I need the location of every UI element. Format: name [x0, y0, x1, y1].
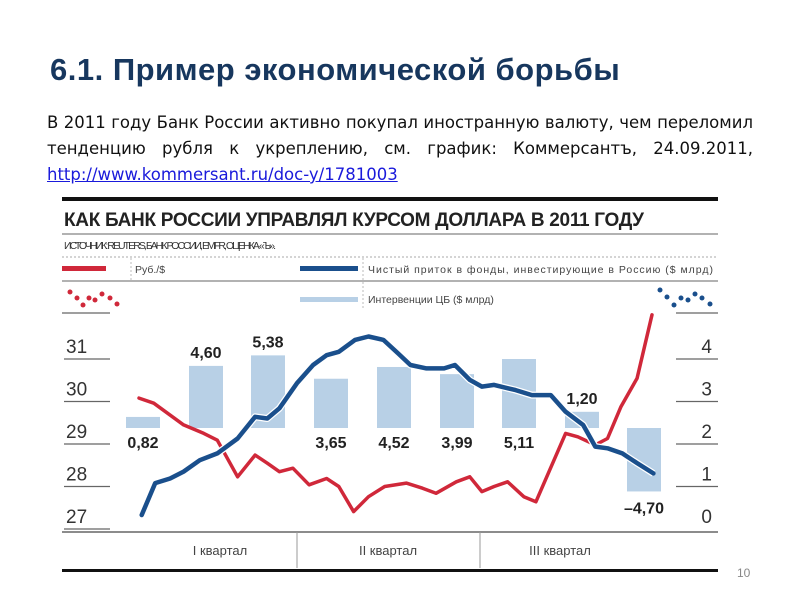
series-rub-line: [137, 313, 654, 514]
legend-bars-label: Интервенции ЦБ ($ млрд): [368, 294, 494, 306]
source-link[interactable]: http://www.kommersant.ru/doc-y/1781003: [47, 165, 398, 184]
rub-dots-icon: [114, 301, 120, 307]
inflow-dots-icon: [678, 295, 684, 301]
left-axis-tick-label: 28: [66, 465, 87, 486]
right-axis-tick-label: 3: [701, 380, 712, 401]
rub-dots-icon: [67, 289, 73, 295]
legend-rub-swatch: [62, 266, 106, 271]
slide-title: 6.1. Пример экономической борьбы: [50, 52, 621, 87]
right-axis-tick-label: 2: [701, 422, 712, 443]
bar-value-label: 3,99: [441, 435, 472, 452]
inflow-dots-icon: [692, 291, 698, 297]
legend-inflow-swatch: [300, 266, 358, 271]
rub-dots-icon: [92, 297, 98, 303]
bar-value-label: 4,60: [190, 345, 221, 362]
legend-inflow-label: Чистый приток в фонды, инвестирующие в Р…: [368, 264, 713, 276]
slide-text: В 2011 году Банк России активно покупал …: [47, 110, 753, 188]
left-axis-tick-label: 29: [66, 422, 87, 443]
right-axis-tick-label: 4: [701, 337, 712, 358]
intervention-bar: [440, 374, 474, 428]
right-axis-tick-label: 0: [701, 507, 712, 528]
inflow-dots-icon: [685, 297, 691, 303]
rub-dots-icon: [80, 302, 86, 308]
inflow-dots-icon: [671, 302, 677, 308]
bar-value-label: 3,65: [315, 435, 346, 452]
intervention-bar: [377, 366, 411, 428]
legend-bars-swatch: [300, 297, 358, 302]
slide-text-body: В 2011 году Банк России активно покупал …: [47, 113, 753, 158]
chart-title: КАК БАНК РОССИИ УПРАВЛЯЛ КУРСОМ ДОЛЛАРА …: [64, 210, 644, 231]
rub-dots-icon: [86, 295, 92, 301]
bar-value-label: 0,82: [127, 435, 158, 452]
rub-dots-icon: [107, 295, 113, 301]
inflow-dots-icon: [707, 301, 713, 307]
series-inflow-line: [139, 334, 656, 518]
intervention-bar: [126, 416, 160, 428]
inflow-dots-icon: [699, 295, 705, 301]
bar-value-label: –4,70: [624, 500, 664, 517]
right-axis-tick-label: 1: [701, 465, 712, 486]
rub-dots-icon: [74, 295, 80, 301]
legend-rub-label: Руб./$: [135, 264, 165, 276]
quarter-label: I квартал: [193, 543, 247, 558]
left-axis-tick-label: 31: [66, 337, 87, 358]
left-axis-tick-label: 27: [66, 507, 87, 528]
quarter-label: II квартал: [359, 543, 417, 558]
page-number: 10: [737, 566, 751, 580]
bottom-rule: [62, 569, 718, 572]
chart-source: ИСТОЧНИК: REUTERS, БАНК РОССИИ, EMFR, ОЦ…: [64, 240, 276, 252]
left-axis-tick-label: 30: [66, 380, 87, 401]
intervention-bar: [189, 365, 223, 428]
bar-value-label: 5,38: [252, 334, 283, 351]
bar-value-label: 5,11: [504, 435, 534, 452]
intervention-bar: [314, 378, 348, 428]
top-rule: [62, 197, 718, 201]
quarter-label: III квартал: [529, 543, 591, 558]
inflow-dots-icon: [657, 287, 663, 293]
inflow-dots-icon: [664, 294, 670, 300]
rub-dots-icon: [99, 291, 105, 297]
bar-value-label: 1,20: [566, 391, 597, 408]
bar-value-label: 4,52: [378, 435, 409, 452]
